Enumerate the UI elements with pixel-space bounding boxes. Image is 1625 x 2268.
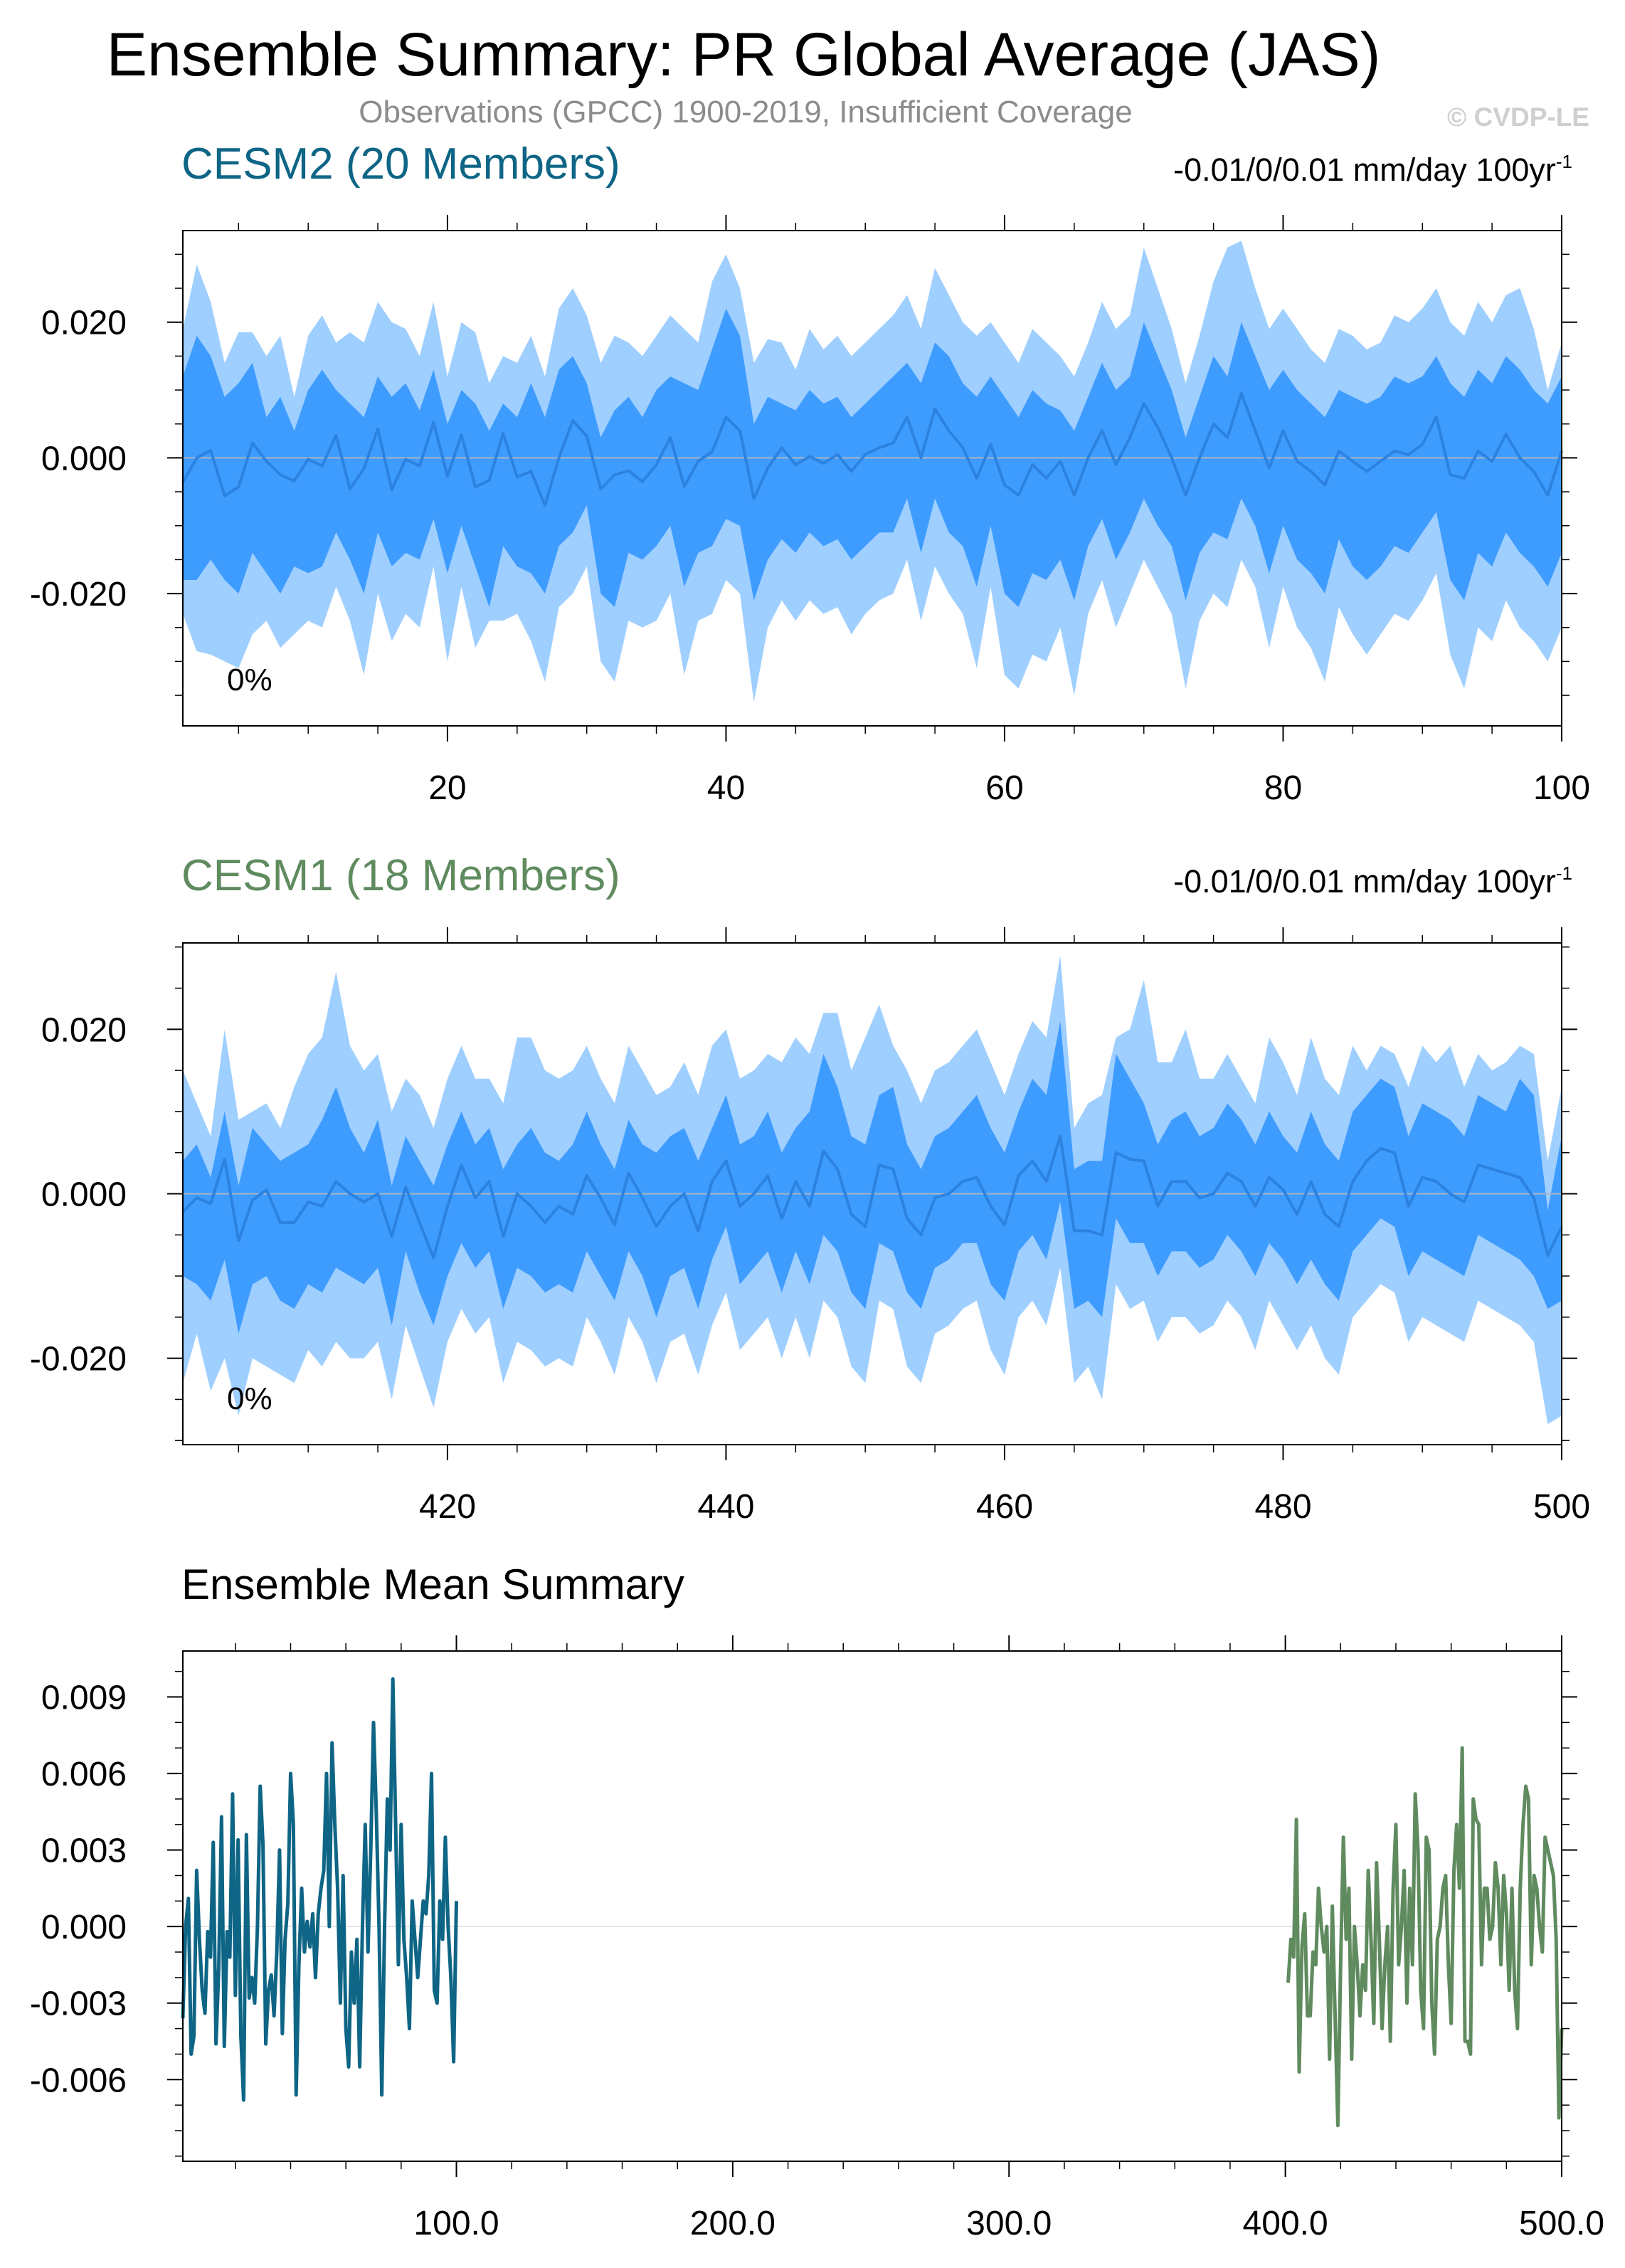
cesm2-x-tick-label: 60	[985, 769, 1023, 807]
panel-units-text: -0.01/0/0.01 mm/day 100yr	[1173, 863, 1556, 900]
cesm2-y-tick-label: -0.020	[30, 576, 127, 613]
cesm1-x-tick-label: 500	[1533, 1488, 1590, 1526]
mean-x-tick-label: 500.0	[1519, 2205, 1604, 2242]
panel-units-text: -0.01/0/0.01 mm/day 100yr	[1173, 152, 1556, 188]
cesm2-ensemble-mean-line	[181, 391, 1563, 507]
cesm2-frame	[182, 230, 1562, 727]
figure-subtitle: Observations (GPCC) 1900-2019, Insuffici…	[359, 95, 1133, 130]
mean-y-tick-label: -0.003	[30, 1985, 127, 2023]
panel-units-cesm1: -0.01/0/0.01 mm/day 100yr-1	[1173, 864, 1572, 897]
panel-title-cesm1: CESM1 (18 Members)	[181, 851, 620, 900]
panel-units-cesm2: -0.01/0/0.01 mm/day 100yr-1	[1173, 152, 1572, 186]
cesm2-percent-label: 0%	[227, 663, 272, 697]
cesm2-x-tick-label: 40	[707, 769, 745, 807]
cesm1-inner-band	[183, 1020, 1562, 1334]
mean-y-tick-label: 0.000	[41, 1909, 127, 1946]
cesm2-x-tick-label: 80	[1264, 769, 1302, 807]
cesm2-y-tick-label: 0.020	[41, 305, 127, 342]
mean-frame	[182, 1650, 1562, 2162]
cesm1-ensemble-mean-line	[181, 1134, 1563, 1260]
panel-title-cesm2: CESM2 (20 Members)	[181, 139, 620, 189]
mean-y-tick-label: 0.006	[41, 1756, 127, 1793]
cesm1-x-tick-label: 420	[419, 1488, 476, 1526]
mean-x-tick-label: 200.0	[690, 2205, 776, 2242]
mean-x-tick-label: 400.0	[1243, 2205, 1328, 2242]
cesm1-percent-label: 0%	[227, 1381, 272, 1416]
cesm1-y-tick-label: 0.020	[41, 1011, 127, 1049]
cesm1-y-tick-label: 0.000	[41, 1176, 127, 1214]
watermark: © CVDP-LE	[1447, 102, 1589, 132]
mean-y-tick-label: 0.003	[41, 1832, 127, 1870]
panel-units-exponent: -1	[1555, 151, 1572, 172]
cesm1-y-tick-label: -0.020	[30, 1341, 127, 1378]
mean-x-tick-label: 100.0	[413, 2205, 499, 2242]
cesm1-x-tick-label: 460	[976, 1488, 1033, 1526]
cesm2-mean-line	[181, 1677, 458, 2102]
panel-units-exponent: -1	[1555, 863, 1572, 884]
panel-title-ensemble-mean: Ensemble Mean Summary	[181, 1561, 684, 1608]
cesm1-mean-line	[1286, 1746, 1564, 2128]
figure-title: Ensemble Summary: PR Global Average (JAS…	[106, 21, 1381, 89]
cesm2-x-tick-label: 20	[428, 769, 466, 807]
cesm1-x-tick-label: 440	[697, 1488, 754, 1526]
mean-y-tick-label: -0.006	[30, 2062, 127, 2099]
cesm1-x-tick-label: 480	[1254, 1488, 1311, 1526]
mean-y-tick-label: 0.009	[41, 1679, 127, 1717]
cesm2-y-tick-label: 0.000	[41, 440, 127, 478]
cesm2-x-tick-label: 100	[1533, 769, 1590, 807]
mean-x-tick-label: 300.0	[966, 2205, 1052, 2242]
